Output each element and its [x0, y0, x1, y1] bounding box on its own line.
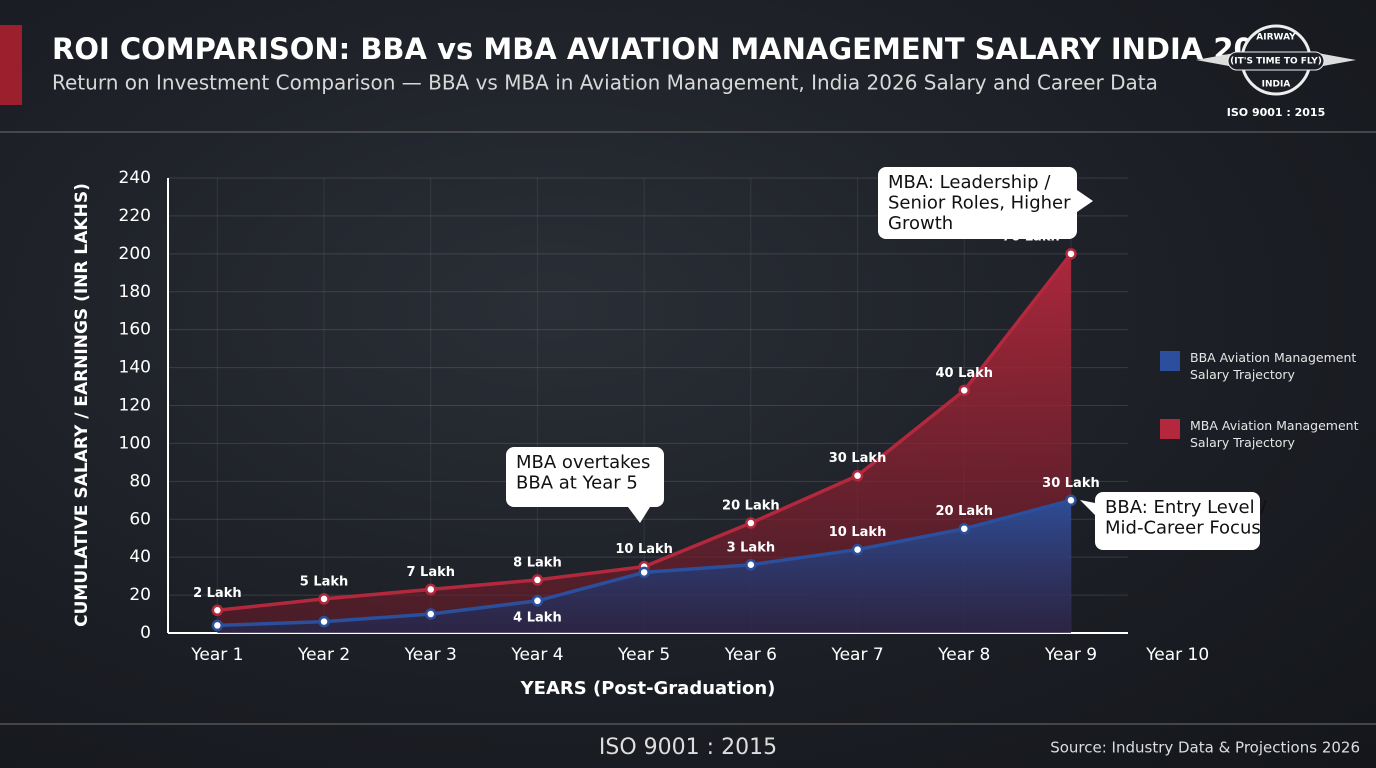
x-axis-title: YEARS (Post-Graduation): [520, 678, 776, 699]
legend-item: BBA Aviation Management Salary Trajector…: [1160, 349, 1370, 383]
point-label: 30 Lakh: [1042, 476, 1100, 491]
logo-top: AIRWAY: [1256, 33, 1296, 43]
y-tick-label: 100: [119, 433, 151, 453]
point-label: 10 Lakh: [615, 542, 673, 557]
annotation-tail: [628, 507, 650, 523]
y-tick-label: 200: [119, 244, 151, 264]
annotation-box: [878, 167, 1077, 239]
logo-bottom: INDIA: [1262, 80, 1291, 90]
x-tick-label: Year 4: [510, 645, 563, 665]
logo-band: [1227, 51, 1325, 71]
y-tick-label: 160: [119, 320, 151, 340]
y-tick-label: 20: [129, 585, 151, 605]
y-tick-label: 220: [119, 206, 151, 226]
annotation-text: MBA overtakes: [516, 452, 650, 473]
point: [1065, 248, 1077, 260]
title: ROI COMPARISON: BBA vs MBA AVIATION MANA…: [52, 32, 1294, 66]
x-tick-label: Year 5: [617, 645, 670, 665]
point: [425, 608, 437, 620]
y-tick-label: 140: [119, 358, 151, 378]
y-tick-label: 0: [140, 623, 151, 643]
point: [318, 615, 330, 628]
point: [851, 469, 864, 482]
point-label: 40 Lakh: [935, 366, 993, 381]
area: [217, 500, 1071, 633]
point: [638, 566, 650, 579]
point-label: 30 Lakh: [829, 451, 887, 466]
footer-iso: ISO 9001 : 2015: [599, 735, 777, 760]
point-label: 3 Lakh: [727, 540, 776, 555]
point-label: 8 Lakh: [513, 555, 562, 570]
point: [211, 604, 224, 616]
area: [217, 253, 1071, 634]
point-label: 20 Lakh: [722, 499, 780, 514]
accent-bar: [0, 25, 22, 105]
annotation-text: BBA: Entry Level /: [1105, 497, 1267, 518]
subtitle: Return on Investment Comparison — BBA vs…: [52, 71, 1158, 95]
legend-swatch: [1160, 351, 1180, 371]
logo: AIRWAY (IT'S TIME TO FLY) INDIA ISO 9001…: [1196, 24, 1356, 119]
footer-source: Source: Industry Data & Projections 2026: [1050, 739, 1360, 757]
logo-tagline: (IT'S TIME TO FLY): [1230, 57, 1322, 67]
legend-label: BBA Aviation Management Salary Trajector…: [1190, 350, 1357, 382]
legend-item: MBA Aviation Management Salary Trajector…: [1160, 417, 1370, 451]
x-tick-label: Year 8: [937, 645, 990, 665]
point: [318, 593, 330, 605]
x-tick-label: Year 2: [297, 645, 350, 665]
x-tick-label: Year 10: [1145, 645, 1209, 665]
y-tick-label: 120: [119, 396, 151, 416]
point: [851, 543, 864, 556]
y-axis-title: CUMULATIVE SALARY / EARNINGS (INR LAKHS): [72, 183, 92, 627]
point-label: 5 Lakh: [300, 574, 349, 589]
legend-swatch: [1160, 419, 1180, 439]
point-label: 2 Lakh: [193, 586, 242, 601]
point: [531, 574, 544, 586]
x-tick-label: Year 3: [404, 645, 457, 665]
point-label: 10 Lakh: [829, 525, 887, 540]
x-tick-label: Year 1: [190, 645, 243, 665]
logo-certification: ISO 9001 : 2015: [1227, 106, 1325, 119]
point-label: 7 Lakh: [406, 565, 455, 580]
y-tick-label: 60: [129, 509, 151, 529]
point: [958, 384, 970, 397]
y-tick-label: 240: [119, 168, 151, 188]
annotation-text: Senior Roles, Higher: [888, 193, 1071, 214]
annotation-text: Growth: [888, 213, 953, 234]
point: [531, 595, 544, 607]
x-tick-label: Year 7: [830, 645, 883, 665]
annotation-tail: [1077, 190, 1093, 212]
y-tick-label: 180: [119, 282, 151, 302]
point: [1065, 494, 1077, 507]
point: [745, 559, 757, 571]
y-tick-label: 40: [129, 547, 151, 567]
point-label: 20 Lakh: [935, 504, 993, 519]
annotation-text: BBA at Year 5: [516, 473, 638, 494]
annotation-text: MBA: Leadership /: [888, 172, 1051, 193]
point: [425, 583, 437, 596]
point-label: 4 Lakh: [513, 610, 562, 625]
point: [745, 517, 757, 529]
point: [211, 619, 224, 632]
annotation-text: Mid-Career Focus: [1105, 518, 1261, 539]
y-tick-label: 80: [129, 471, 151, 491]
x-tick-label: Year 6: [724, 645, 777, 665]
point: [958, 522, 970, 535]
legend-label: MBA Aviation Management Salary Trajector…: [1190, 418, 1359, 450]
annotation-tail: [1080, 500, 1095, 515]
x-tick-label: Year 9: [1044, 645, 1097, 665]
annotation-box: [506, 447, 664, 507]
annotation-box: [1095, 492, 1260, 550]
